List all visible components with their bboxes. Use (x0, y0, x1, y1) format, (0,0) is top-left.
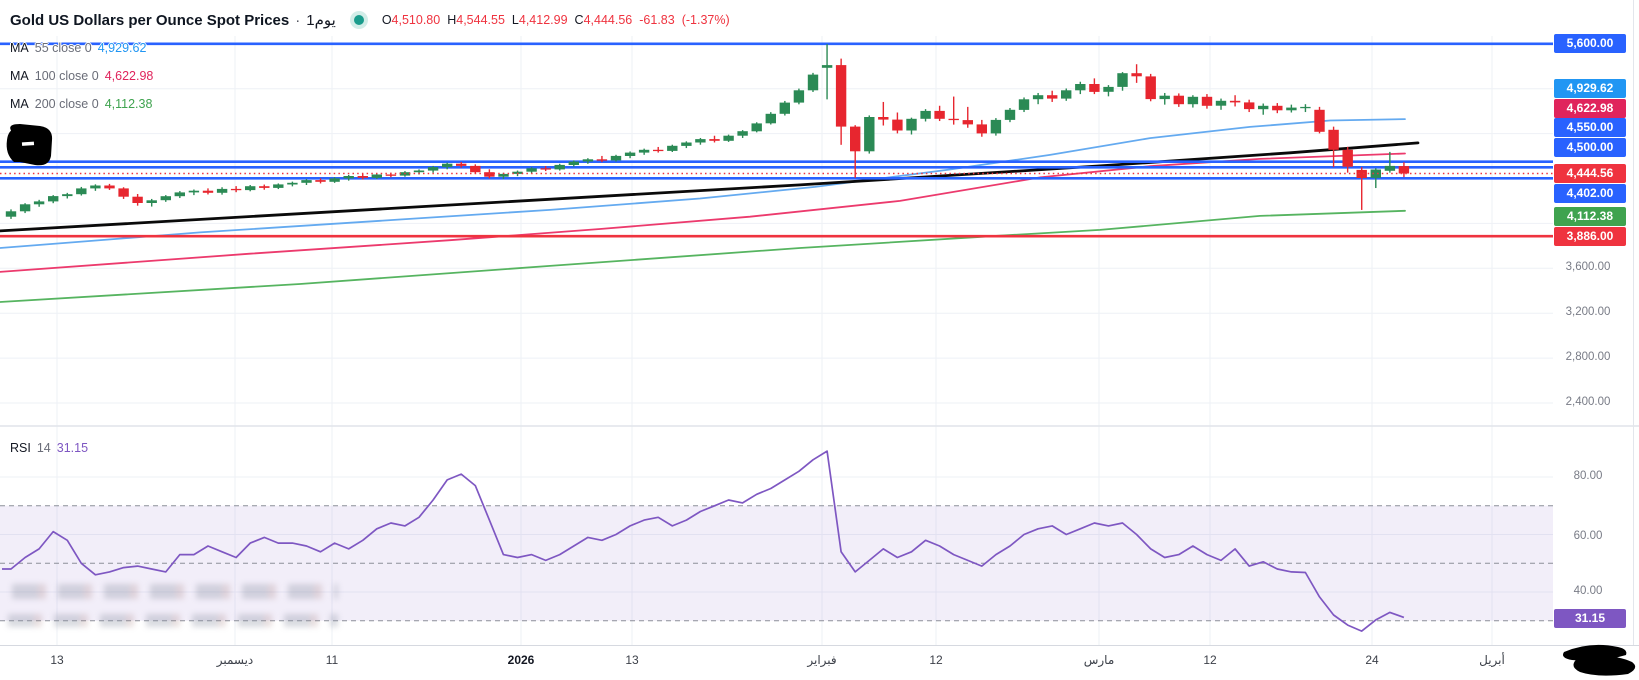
rsi-tick-label: 40.00 (1573, 585, 1603, 597)
close-value: 4,444.56 (583, 13, 633, 27)
time-scale[interactable]: 13 ديسمبر 11 2026 13 فبراير 12 مارس 12 24 أبريل (0, 645, 1639, 680)
price-tick-label: 3,200.00 (1565, 306, 1611, 318)
time-tick-label: ديسمبر (216, 653, 254, 667)
title-separator: · (295, 11, 301, 29)
redaction-scribble (1563, 644, 1636, 676)
time-tick-label: 12 (1203, 653, 1217, 667)
price-level-badge[interactable]: 3,886.00 (1554, 226, 1626, 246)
price-tick-label: 3,600.00 (1565, 261, 1611, 273)
rsi-value-badge[interactable]: 31.15 (1554, 608, 1626, 628)
time-tick-label: فبراير (807, 653, 837, 667)
rsi-value: 31.15 (56, 441, 89, 455)
time-tick-label: 2026 (507, 653, 535, 667)
chart-header: Gold US Dollars per Ounce Spot Prices · … (10, 8, 730, 32)
time-tick-label: 12 (929, 653, 943, 667)
rsi-tick-label: 60.00 (1573, 530, 1603, 542)
time-tick-label: أبريل (1479, 653, 1505, 667)
low-value: 4,412.99 (518, 13, 568, 27)
time-tick-label: 24 (1365, 653, 1379, 667)
ma-55-value: 4,929.62 (97, 41, 147, 55)
price-level-badge[interactable]: 4,622.98 (1554, 98, 1626, 118)
change-pct-value: (-1.37%) (681, 13, 730, 27)
interval-selector[interactable]: 1يوم (306, 12, 336, 29)
price-tick-label: 2,400.00 (1565, 396, 1611, 408)
open-value: 4,510.80 (391, 13, 441, 27)
price-level-badge[interactable]: 4,112.38 (1554, 206, 1626, 226)
ma-100-legend[interactable]: MA 100 close 0 4,622.98 (10, 69, 154, 83)
ma-55-legend[interactable]: MA 55 close 0 4,929.62 (10, 41, 147, 55)
price-level-badge[interactable]: 4,929.62 (1554, 78, 1626, 98)
market-status-icon[interactable] (349, 11, 368, 29)
ohlc-readout: O4,510.80 H4,544.55 L4,412.99 C4,444.56 … (381, 13, 730, 27)
time-tick-label: 13 (625, 653, 639, 667)
high-value: 4,544.55 (456, 13, 505, 27)
price-level-badge[interactable]: 4,402.00 (1554, 183, 1626, 203)
price-level-badge[interactable]: 4,550.00 (1554, 117, 1626, 137)
ma-100-value: 4,622.98 (104, 69, 154, 83)
price-tick-label: 2,800.00 (1565, 351, 1611, 363)
time-tick-label: مارس (1083, 653, 1115, 667)
price-level-badge[interactable]: 5,600.00 (1554, 33, 1626, 53)
symbol-title[interactable]: Gold US Dollars per Ounce Spot Prices (10, 11, 290, 29)
price-level-badge[interactable]: 4,500.00 (1554, 137, 1626, 157)
redaction-scribble (6, 124, 53, 166)
ma-200-legend[interactable]: MA 200 close 0 4,112.38 (10, 97, 153, 111)
time-tick-label: 13 (50, 653, 64, 667)
ma-200-value: 4,112.38 (104, 97, 153, 111)
rsi-tick-label: 80.00 (1573, 470, 1603, 482)
price-level-badge[interactable]: 4,444.56 (1554, 163, 1626, 183)
change-value: -61.83 (639, 13, 675, 27)
time-tick-label: 11 (325, 653, 339, 667)
price-scale-border (1633, 0, 1634, 645)
rsi-legend[interactable]: RSI 14 31.15 (10, 441, 89, 455)
